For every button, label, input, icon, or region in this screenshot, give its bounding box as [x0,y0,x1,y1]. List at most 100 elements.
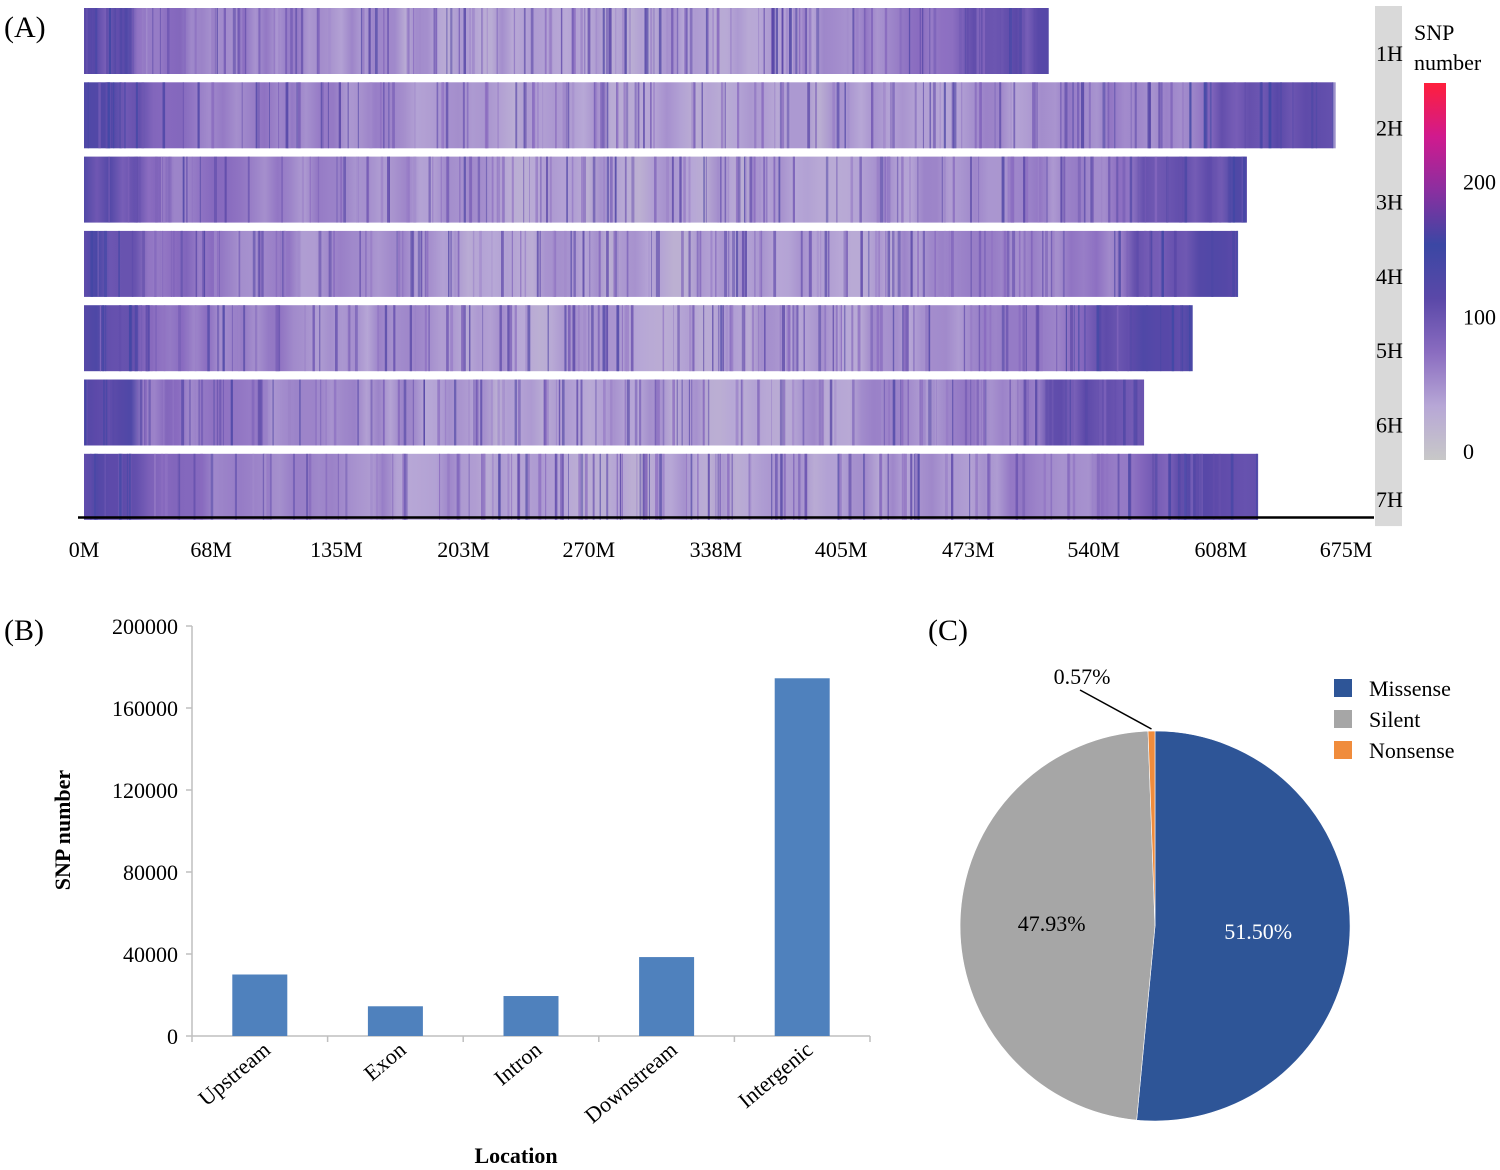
density-stripe [639,453,642,520]
density-stripe [913,305,915,372]
density-stripe [962,8,964,74]
density-stripe [676,379,678,446]
density-stripe [542,82,544,149]
density-stripe [621,8,625,74]
density-stripe [423,379,425,446]
density-stripe [441,82,444,149]
density-stripe [139,379,143,446]
density-stripe [1114,82,1116,149]
density-stripe [329,230,332,297]
density-stripe [1101,156,1103,223]
density-stripe [572,305,576,372]
density-stripe [878,230,880,297]
density-stripe [761,82,764,149]
density-stripe [147,305,150,372]
density-stripe [655,230,659,297]
density-stripe [252,453,255,520]
density-stripe [592,156,596,223]
density-stripe [1091,156,1094,223]
density-stripe [644,8,646,74]
density-stripe [740,379,744,446]
x-tick-label: 675M [1320,537,1373,562]
density-stripe [654,379,657,446]
density-stripe [634,379,638,446]
density-stripe [370,379,373,446]
density-stripe [847,82,850,149]
density-stripe [865,8,867,74]
density-stripe [1178,453,1180,520]
density-stripe [349,305,351,372]
chromosome-track-7H [84,453,1259,520]
density-stripe [843,230,847,297]
density-stripe [304,305,306,372]
density-stripe [266,453,270,520]
density-stripe [976,379,979,446]
density-stripe [325,453,328,520]
density-stripe [186,156,188,223]
density-stripe [707,379,710,446]
density-stripe [280,230,282,297]
density-stripe [876,156,880,223]
density-stripe [200,379,203,446]
density-stripe [844,82,846,149]
density-stripe [568,82,570,149]
density-stripe [527,305,531,372]
density-stripe [456,453,460,520]
density-stripe [626,230,629,297]
density-stripe [1182,82,1184,149]
density-stripe [693,82,696,149]
density-stripe [637,82,640,149]
density-stripe [758,8,760,74]
density-stripe [108,8,111,74]
density-stripe [580,453,584,520]
density-stripe [828,230,830,297]
density-stripe [290,453,292,520]
density-stripe [457,230,460,297]
density-stripe [970,305,973,372]
density-stripe [975,453,978,520]
density-stripe [730,8,732,74]
density-stripe [616,305,620,372]
density-stripe [1160,305,1162,372]
density-stripe [722,305,724,372]
density-stripe [1144,230,1147,297]
density-stripe [737,82,740,149]
density-stripe [970,230,972,297]
density-stripe [213,379,215,446]
density-stripe [194,8,197,74]
density-stripe [1166,156,1168,223]
density-stripe [1256,453,1258,520]
density-stripe [517,379,520,446]
density-stripe [299,379,301,446]
density-stripe [197,82,200,149]
density-stripe [816,8,820,74]
density-stripe [454,379,457,446]
density-stripe [161,453,163,520]
density-stripe [881,379,884,446]
density-stripe [1189,305,1191,372]
density-stripe [1006,230,1010,297]
density-stripe [525,453,528,520]
density-stripe [642,453,644,520]
density-stripe [482,453,484,520]
density-stripe [602,8,605,74]
density-stripe [1134,82,1137,149]
density-stripe [146,8,148,74]
density-stripe [1148,82,1151,149]
density-stripe [897,230,901,297]
bar-exon [367,1006,423,1036]
density-stripe [178,305,182,372]
density-stripe [782,305,785,372]
density-stripe [448,230,450,297]
density-stripe [978,305,981,372]
density-stripe [571,156,574,223]
density-stripe [888,379,890,446]
density-stripe [598,230,601,297]
density-stripe [312,305,315,372]
density-stripe [413,156,417,223]
density-stripe [150,305,153,372]
density-stripe [587,8,591,74]
density-stripe [1072,82,1074,149]
density-stripe [699,230,702,297]
density-stripe [910,230,913,297]
